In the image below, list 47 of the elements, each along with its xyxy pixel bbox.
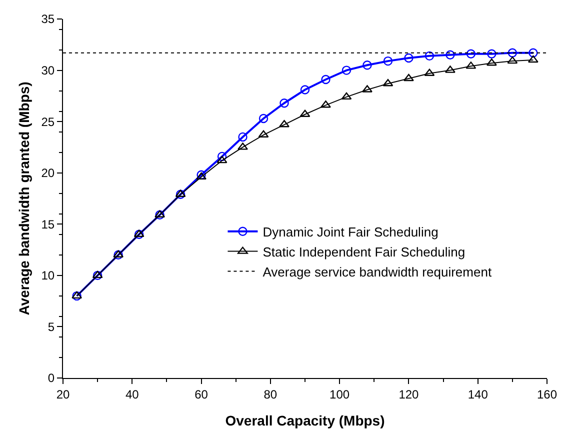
y-tick-label: 30	[41, 63, 55, 78]
point	[383, 56, 393, 66]
point	[528, 55, 538, 63]
legend-label: Dynamic Joint Fair Scheduling	[262, 224, 438, 240]
point	[342, 66, 352, 75]
y-tick-label: 0	[48, 371, 55, 386]
y-tick-label: 10	[41, 268, 55, 283]
point	[320, 100, 331, 108]
point	[362, 60, 372, 70]
point	[321, 74, 330, 84]
point	[424, 51, 434, 61]
x-axis-title: Overall Capacity (Mbps)	[225, 412, 385, 429]
point	[155, 210, 164, 220]
point	[217, 152, 227, 162]
y-tick-label: 35	[41, 12, 55, 26]
x-tick-label: 40	[125, 387, 140, 402]
y-tick-label: 20	[41, 166, 55, 180]
point	[300, 85, 310, 94]
x-tick-label: 160	[536, 387, 558, 402]
point	[362, 85, 372, 92]
point	[404, 53, 414, 63]
point	[238, 142, 248, 150]
y-tick-label: 15	[41, 217, 55, 232]
point	[258, 114, 268, 124]
legend-label: Static Independent Fair Scheduling	[262, 244, 466, 260]
y-tick-label: 25	[41, 114, 55, 129]
x-tick-label: 120	[398, 387, 420, 402]
point	[508, 48, 518, 58]
x-tick-label: 140	[468, 387, 488, 402]
x-tick-label: 60	[194, 387, 208, 402]
point	[341, 92, 352, 100]
point	[258, 130, 269, 138]
y-axis-title: Average bandwidth granted (Mbps)	[16, 82, 32, 316]
point	[466, 49, 476, 58]
y-tick-label: 5	[48, 320, 55, 334]
point	[216, 156, 228, 164]
point	[487, 49, 496, 58]
point	[280, 98, 289, 108]
point	[446, 50, 455, 60]
x-tick-label: 80	[264, 387, 278, 402]
point	[403, 74, 414, 82]
x-tick-label: 100	[330, 387, 350, 402]
point	[279, 120, 290, 128]
point	[528, 48, 538, 58]
point	[238, 132, 248, 142]
point	[507, 56, 518, 64]
legend-label: Average service bandwidth requirement	[262, 264, 492, 280]
